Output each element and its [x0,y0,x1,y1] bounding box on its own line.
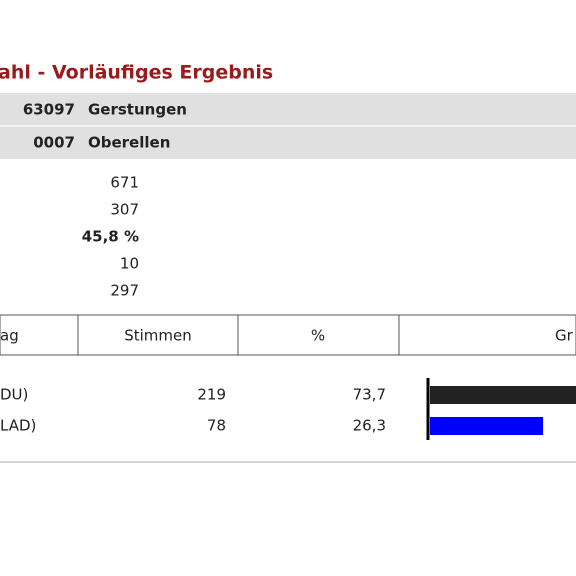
column-header: Stimmen [124,327,192,345]
location-code: 63097 [23,101,75,119]
votes: 219 [197,386,226,404]
result-bar [430,386,576,404]
stat-value: 297 [110,282,139,300]
stat-value: 671 [110,174,139,192]
party-name: DU) [0,386,28,404]
location-code: 0007 [33,134,75,152]
party-name: LAD) [0,417,36,435]
column-header: Gr [555,327,574,345]
page-title: ahl - Vorläufiges Ergebnis [0,62,273,84]
table-header [0,314,576,356]
column-header: ag [0,327,19,345]
location-name: Oberellen [88,134,170,152]
percent: 26,3 [353,417,386,435]
column-header: % [311,327,325,345]
stat-value: 307 [110,201,139,219]
stat-value: 45,8 % [82,228,139,246]
percent: 73,7 [353,386,386,404]
result-bar [430,417,544,435]
location-name: Gerstungen [88,101,187,119]
votes: 78 [207,417,226,435]
stat-value: 10 [120,255,139,273]
